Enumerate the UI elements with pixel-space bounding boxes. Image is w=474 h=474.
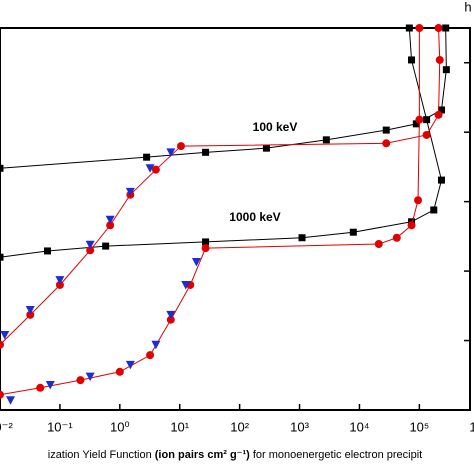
marker: [437, 176, 445, 184]
marker: [146, 351, 155, 360]
x-tick-label: 10⁻²: [0, 419, 13, 434]
marker: [166, 310, 176, 320]
marker: [151, 165, 160, 174]
marker: [349, 228, 357, 236]
marker: [181, 280, 191, 290]
marker: [86, 246, 95, 255]
series: [0, 24, 445, 261]
marker: [85, 372, 95, 382]
marker: [392, 233, 401, 242]
marker: [382, 126, 390, 134]
marker: [143, 153, 151, 161]
marker: [405, 24, 413, 32]
marker: [442, 66, 450, 74]
marker: [26, 310, 35, 319]
x-tick-label: 10⁵: [409, 419, 429, 434]
marker: [0, 253, 4, 261]
marker: [115, 367, 124, 376]
x-axis-label-part: for monoenergetic electron precipit: [250, 449, 422, 461]
marker: [442, 24, 450, 32]
marker: [201, 244, 210, 253]
marker: [430, 206, 438, 214]
marker: [102, 242, 110, 250]
marker: [262, 144, 270, 152]
marker: [422, 130, 431, 139]
marker: [55, 280, 64, 289]
marker: [43, 247, 51, 255]
marker: [415, 24, 424, 32]
marker: [6, 396, 16, 405]
marker: [106, 221, 115, 230]
marker: [125, 360, 135, 370]
x-axis-label: ization Yield Function (ion pairs cm² g⁻…: [48, 449, 422, 461]
marker: [151, 340, 161, 350]
x-tick-label: 10⁰: [110, 419, 130, 434]
annotation: 100 keV: [253, 120, 298, 134]
marker: [76, 376, 85, 385]
marker: [415, 115, 424, 124]
marker: [202, 238, 210, 246]
marker: [55, 276, 65, 285]
marker: [374, 240, 383, 249]
series: [0, 24, 424, 399]
marker: [85, 240, 95, 250]
marker: [408, 56, 416, 64]
x-axis-label-part: (ion pairs cm² g⁻¹): [155, 449, 250, 461]
marker: [166, 148, 176, 157]
x-axis-label-part: ization Yield Function: [48, 449, 155, 461]
series-line: [0, 27, 441, 346]
series-line: [0, 28, 420, 396]
marker: [437, 106, 445, 114]
marker: [145, 164, 155, 173]
marker: [0, 340, 4, 349]
series: [6, 258, 201, 405]
marker: [435, 55, 444, 64]
marker: [176, 142, 185, 151]
x-tick-label: 10⁶: [469, 419, 474, 434]
marker: [25, 305, 35, 315]
x-tick-label: 10¹: [170, 419, 189, 434]
marker: [298, 234, 306, 242]
marker: [414, 196, 423, 205]
series: [0, 148, 176, 340]
marker: [166, 315, 175, 324]
series-line: [0, 27, 443, 258]
x-tick-label: 10⁻¹: [47, 419, 73, 434]
marker: [105, 215, 115, 225]
annotation: 1000 keV: [229, 210, 280, 224]
plot-area: [0, 24, 471, 411]
series: [0, 24, 444, 349]
marker: [434, 24, 443, 32]
marker: [382, 139, 391, 148]
x-tick-label: 10⁴: [349, 419, 369, 434]
marker: [191, 258, 201, 267]
marker: [407, 221, 416, 230]
marker: [36, 383, 45, 392]
plot-frame: [0, 27, 471, 411]
corner-text: h: [464, 0, 471, 14]
x-tick-label: 10³: [290, 419, 309, 434]
series-line: [0, 27, 447, 169]
series: [0, 24, 450, 172]
x-tick-label: 10²: [230, 419, 249, 434]
marker: [202, 148, 210, 156]
marker: [412, 120, 420, 128]
marker: [322, 136, 330, 144]
marker: [423, 116, 431, 124]
marker: [0, 164, 4, 172]
marker: [434, 110, 443, 119]
marker: [125, 187, 135, 197]
marker: [0, 330, 10, 340]
marker: [45, 380, 55, 390]
marker: [0, 390, 4, 399]
